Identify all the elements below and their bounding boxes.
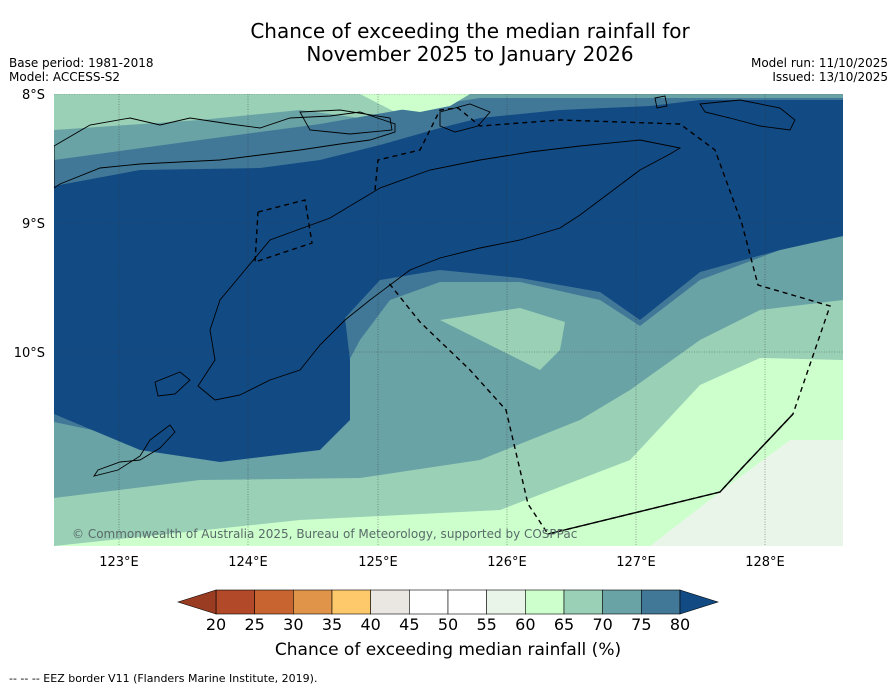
lat-label-8: 8°S xyxy=(22,88,45,103)
colorbar-cell xyxy=(254,589,294,615)
east-islands-coastline xyxy=(699,99,796,131)
lon-label-124: 124°E xyxy=(228,555,268,570)
colorbar-cell xyxy=(602,589,642,615)
pocket-65-70 xyxy=(440,308,565,370)
colorbar-cell xyxy=(293,589,333,615)
lon-label-128: 128°E xyxy=(745,555,785,570)
colorbar-tick-label: 70 xyxy=(592,615,612,634)
colorbar-tick-label: 65 xyxy=(554,615,574,634)
colorbar-cell xyxy=(525,589,565,615)
colorbar-cell xyxy=(370,589,410,615)
colorbar-tick-label: 60 xyxy=(515,615,535,634)
colorbar-arrow-right xyxy=(679,589,719,615)
wetar-coastline xyxy=(439,103,491,133)
lon-label-123: 123°E xyxy=(99,555,139,570)
model-run: Model run: 11/10/2025 xyxy=(750,56,888,70)
band-55-60 xyxy=(650,440,843,546)
colorbar-cell xyxy=(331,589,371,615)
colorbar-cell xyxy=(409,589,449,615)
map-title: Chance of exceeding the median rainfall … xyxy=(0,20,896,66)
alor-coastline xyxy=(299,109,393,135)
flores-coastline xyxy=(54,111,396,189)
semau-coastline xyxy=(154,371,191,397)
colorbar-cell xyxy=(215,589,255,615)
timor-coastline xyxy=(197,139,682,401)
colorbar-tick-label: 50 xyxy=(438,615,458,634)
eez-border-solid xyxy=(547,413,794,535)
colorbar-tick-label: 80 xyxy=(670,615,690,634)
colorbar-arrow-left xyxy=(177,589,217,615)
colorbar-cell xyxy=(641,589,681,615)
colorbar-cell xyxy=(563,589,603,615)
lon-label-127: 127°E xyxy=(616,555,656,570)
rote-coastline xyxy=(92,424,176,477)
footer-credit: -- -- -- EEZ border V11 (Flanders Marine… xyxy=(9,672,318,685)
lat-label-10: 10°S xyxy=(14,346,45,361)
colorbar-tick-label: 55 xyxy=(476,615,496,634)
lon-label-126: 126°E xyxy=(487,555,527,570)
lat-label-9: 9°S xyxy=(22,217,45,232)
title-line-1: Chance of exceeding the median rainfall … xyxy=(250,19,690,43)
colorbar-cell xyxy=(447,589,487,615)
title-line-2: November 2025 to January 2026 xyxy=(306,42,634,66)
colorbar-cell xyxy=(486,589,526,615)
eez-border xyxy=(254,107,831,535)
colorbar-tick-label: 45 xyxy=(399,615,419,634)
colorbar-tick-label: 75 xyxy=(631,615,651,634)
band-80-plus xyxy=(54,100,843,462)
colorbar-tick-label: 20 xyxy=(206,615,226,634)
colorbar-tick-label: 35 xyxy=(322,615,342,634)
colorbar-title: Chance of exceeding median rainfall (%) xyxy=(274,640,622,660)
atauro-coastline xyxy=(654,95,668,109)
copyright-text: © Commonwealth of Australia 2025, Bureau… xyxy=(72,527,577,541)
colorbar-tick-label: 30 xyxy=(283,615,303,634)
issued-date: Issued: 13/10/2025 xyxy=(772,70,888,84)
top-patch xyxy=(365,94,470,112)
model-name: Model: ACCESS-S2 xyxy=(9,70,121,84)
meta-right: Model run: 11/10/2025 Issued: 13/10/2025 xyxy=(751,56,888,84)
base-period: Base period: 1981-2018 xyxy=(9,56,154,70)
lon-label-125: 125°E xyxy=(358,555,398,570)
meta-left: Base period: 1981-2018 Model: ACCESS-S2 xyxy=(9,56,154,84)
colorbar-tick-label: 40 xyxy=(360,615,380,634)
colorbar-tick-label: 25 xyxy=(244,615,264,634)
